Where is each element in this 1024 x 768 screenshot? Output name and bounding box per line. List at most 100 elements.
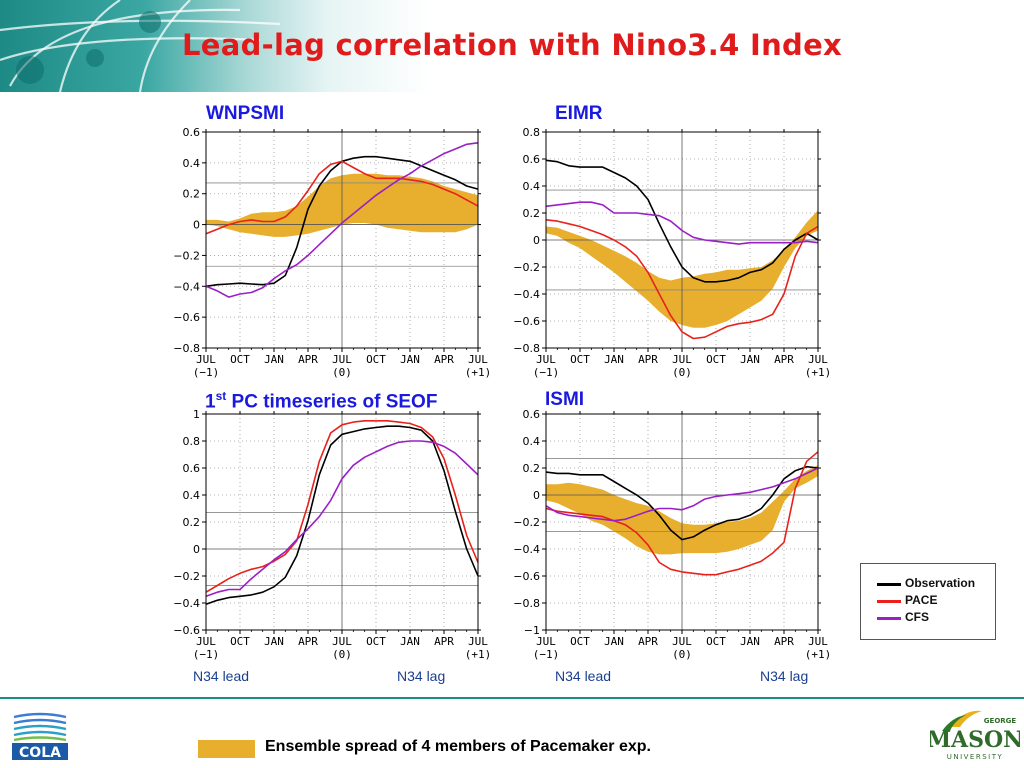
- legend-swatch-observation: [877, 583, 901, 586]
- y-tick-label: −1: [524, 624, 540, 637]
- x-tick-label: JAN: [400, 353, 420, 366]
- x-sub-label: (0): [332, 648, 352, 661]
- x-tick-label: JAN: [740, 635, 760, 648]
- n34-lead-label-right: N34 lead: [555, 668, 612, 684]
- ensemble-spread-band: [546, 465, 818, 555]
- y-tick-label: 0: [533, 234, 540, 247]
- y-tick-label: −0.8: [173, 342, 200, 355]
- x-tick-label: JUL: [536, 635, 556, 648]
- x-tick-label: OCT: [366, 635, 386, 648]
- y-tick-label: 0.6: [523, 153, 541, 166]
- legend-label-observation: Observation: [905, 576, 976, 590]
- x-tick-label: APR: [774, 635, 794, 648]
- y-tick-label: −0.2: [173, 570, 200, 583]
- y-tick-label: 0.2: [523, 207, 541, 220]
- cola-logo-text: COLA: [19, 745, 61, 761]
- y-tick-label: 0.4: [523, 435, 541, 448]
- x-tick-label: APR: [434, 635, 454, 648]
- y-tick-label: 0: [193, 219, 200, 232]
- series-line-observation: [545, 159, 819, 283]
- x-tick-label: APR: [774, 353, 794, 366]
- y-tick-label: −0.8: [513, 597, 540, 610]
- x-tick-label: JUL: [468, 353, 488, 366]
- y-tick-label: 0: [533, 489, 540, 502]
- x-sub-label: (−1): [193, 366, 220, 379]
- x-tick-label: JUL: [332, 635, 352, 648]
- x-sub-label: (+1): [805, 366, 830, 379]
- n34-lag-label-left: N34 lag: [397, 668, 446, 684]
- y-tick-label: −0.2: [173, 249, 200, 262]
- footer-divider: [0, 697, 1024, 699]
- mason-logo-george: GEORGE: [984, 717, 1017, 725]
- x-sub-label: (+1): [465, 648, 490, 661]
- x-tick-label: JUL: [196, 353, 216, 366]
- x-sub-label: (−1): [533, 366, 560, 379]
- x-sub-label: (0): [332, 366, 352, 379]
- x-sub-label: (+1): [465, 366, 490, 379]
- legend: Observation PACE CFS: [860, 563, 996, 640]
- x-tick-label: JUL: [672, 635, 692, 648]
- y-tick-label: 0.6: [183, 462, 201, 475]
- y-tick-label: 0.4: [183, 157, 201, 170]
- y-tick-label: −0.4: [513, 288, 540, 301]
- ensemble-spread-band: [546, 210, 818, 328]
- x-tick-label: OCT: [366, 353, 386, 366]
- x-tick-label: JAN: [604, 353, 624, 366]
- series-line-cfs: [205, 142, 479, 298]
- y-tick-label: 0.6: [523, 408, 541, 421]
- x-tick-label: JUL: [536, 353, 556, 366]
- x-tick-label: OCT: [570, 635, 590, 648]
- chart-eimr: −0.8 −0.6 −0.4 −0.2 0 0.2 0.4 0.6 0.8 JUL OCT JAN AP…: [513, 126, 830, 379]
- y-tick-label: −0.6: [173, 311, 200, 324]
- x-tick-label: OCT: [230, 353, 250, 366]
- panel-title-seof-main: PC timeseries of SEOF: [226, 391, 438, 413]
- n34-lead-label-left: N34 lead: [193, 668, 250, 684]
- y-tick-label: 0.8: [183, 435, 201, 448]
- panel-title-seof: 1st PC timeseries of SEOF: [205, 389, 437, 413]
- x-tick-label: OCT: [230, 635, 250, 648]
- x-tick-label: OCT: [706, 353, 726, 366]
- series-line-cfs: [545, 467, 819, 522]
- y-tick-label: −0.2: [513, 261, 540, 274]
- y-tick-label: −0.6: [513, 315, 540, 328]
- x-tick-label: JUL: [332, 353, 352, 366]
- series-line-pace: [205, 420, 479, 593]
- series-line-pace: [205, 160, 479, 235]
- series-line-observation: [545, 465, 819, 541]
- x-sub-label: (−1): [193, 648, 220, 661]
- y-tick-label: 0.6: [183, 126, 201, 139]
- panel-title-seof-pre: 1: [205, 391, 216, 413]
- x-tick-label: JAN: [264, 635, 284, 648]
- panel-title-seof-sup: st: [215, 389, 227, 403]
- spread-swatch: [198, 740, 255, 758]
- x-tick-label: JUL: [468, 635, 488, 648]
- legend-swatch-pace: [877, 600, 901, 603]
- y-tick-label: 0.4: [183, 489, 201, 502]
- cola-logo-icon: COLA: [12, 712, 68, 761]
- series-line-cfs: [545, 201, 819, 245]
- header-band: [0, 0, 1024, 92]
- x-tick-label: APR: [298, 353, 318, 366]
- x-tick-label: OCT: [570, 353, 590, 366]
- legend-swatch-cfs: [877, 617, 901, 620]
- y-tick-label: −0.2: [513, 516, 540, 529]
- spread-label: Ensemble spread of 4 members of Pacemake…: [265, 738, 651, 755]
- globe-graphic-icon: [0, 0, 281, 92]
- series-line-observation: [205, 425, 479, 606]
- y-tick-label: 0.8: [523, 126, 541, 139]
- slide-title: Lead-lag correlation with Nino3.4 Index: [181, 28, 843, 62]
- x-sub-label: (0): [672, 648, 692, 661]
- y-tick-label: −0.4: [173, 280, 200, 293]
- series-line-pace: [545, 219, 819, 340]
- x-tick-label: APR: [434, 353, 454, 366]
- x-tick-label: JAN: [400, 635, 420, 648]
- x-sub-label: (−1): [533, 648, 560, 661]
- x-tick-label: APR: [638, 635, 658, 648]
- x-sub-label: (+1): [805, 648, 830, 661]
- y-tick-label: 1: [193, 408, 200, 421]
- legend-label-cfs: CFS: [905, 610, 929, 624]
- y-tick-label: −0.4: [173, 597, 200, 610]
- y-tick-label: 0.2: [523, 462, 541, 475]
- y-tick-label: −0.4: [513, 543, 540, 556]
- y-tick-label: 0.4: [523, 180, 541, 193]
